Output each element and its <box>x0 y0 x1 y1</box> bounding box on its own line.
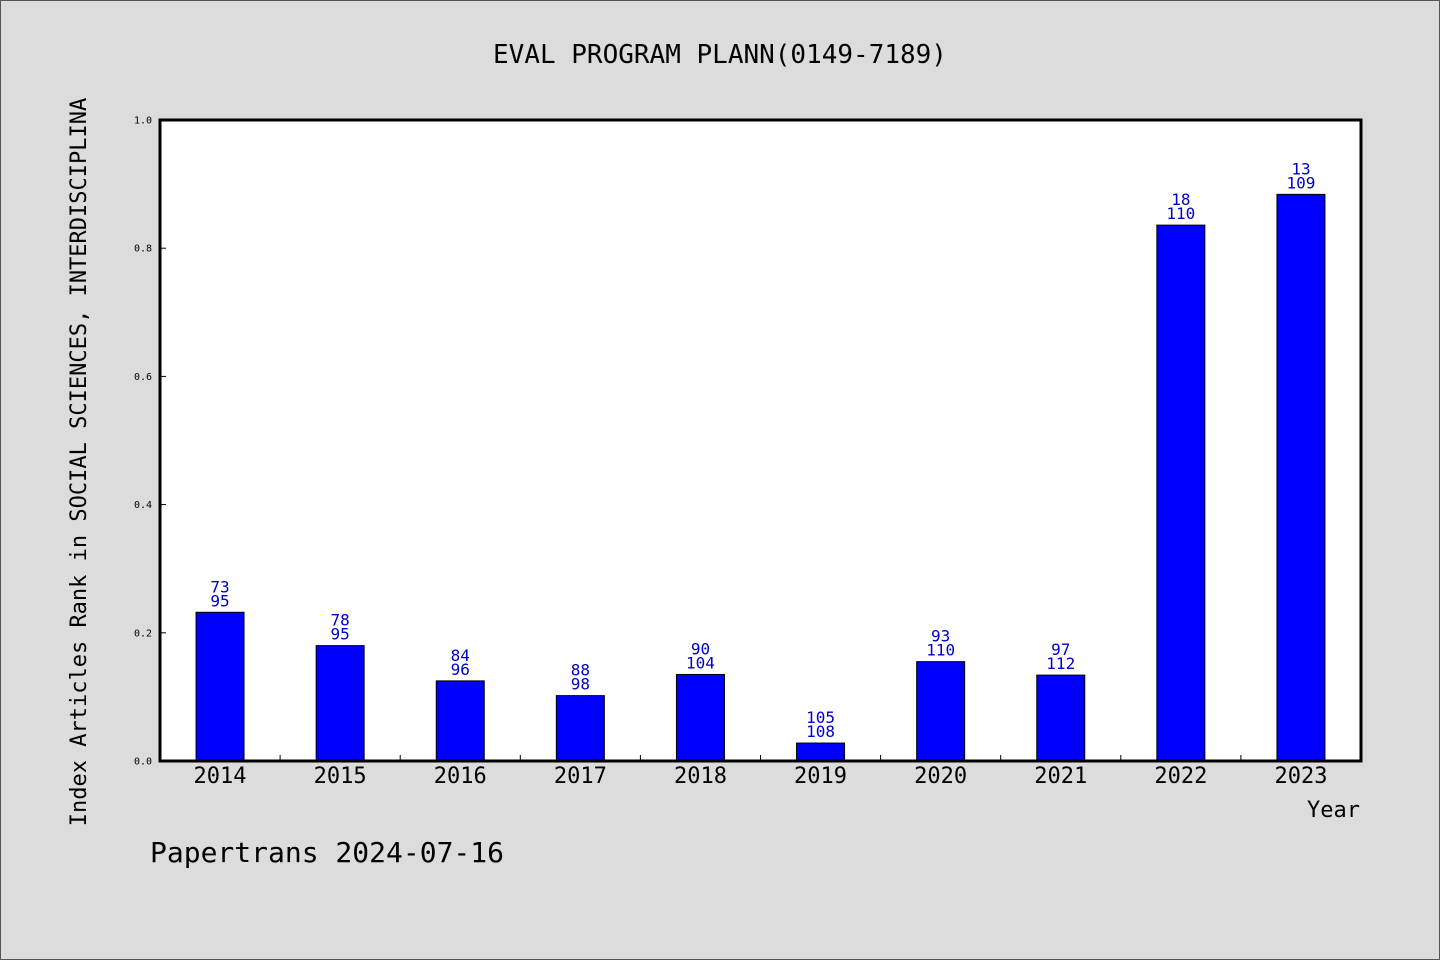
y-tick-label: 0.4 <box>134 500 152 511</box>
x-tick-label: 2016 <box>434 764 487 789</box>
bar <box>1036 674 1086 762</box>
bar <box>796 742 846 762</box>
x-tick-label: 2021 <box>1034 764 1087 789</box>
bar-rank-label: 88 <box>571 661 590 680</box>
bar <box>916 661 966 762</box>
x-tick-label: 2017 <box>554 764 607 789</box>
bar-rank-label: 93 <box>931 627 950 646</box>
bar <box>315 645 365 762</box>
x-tick-label: 2014 <box>194 764 247 789</box>
x-tick-label: 2019 <box>794 764 847 789</box>
x-axis-label: Year <box>1307 798 1360 823</box>
bar-total-label: 104 <box>686 653 715 672</box>
bar-total-label: 110 <box>926 641 955 660</box>
bar-total-label: 108 <box>806 722 835 741</box>
chart-title: EVAL PROGRAM PLANN(0149-7189) <box>493 40 947 70</box>
bar <box>435 680 485 762</box>
bar-rank-label: 97 <box>1051 640 1070 659</box>
x-tick-label: 2022 <box>1154 764 1207 789</box>
bar <box>555 695 605 762</box>
y-tick-label: 0.2 <box>134 628 152 639</box>
y-tick-label: 1.0 <box>134 116 152 127</box>
bar <box>675 673 725 762</box>
bar-total-label: 110 <box>1166 204 1195 223</box>
bar-rank-label: 78 <box>331 611 350 630</box>
y-tick-label: 0.8 <box>134 244 152 255</box>
bar <box>1156 224 1206 762</box>
x-tick-label: 2018 <box>674 764 727 789</box>
bar <box>1276 193 1326 762</box>
bar-rank-label: 73 <box>210 577 229 596</box>
bar-rank-label: 105 <box>806 708 835 727</box>
y-tick-label: 0.6 <box>134 372 152 383</box>
bar-total-label: 96 <box>451 660 470 679</box>
bar <box>195 611 245 762</box>
footer-text: Papertrans 2024-07-16 <box>150 836 504 869</box>
x-tick-label: 2015 <box>314 764 367 789</box>
bar-total-label: 109 <box>1286 173 1315 192</box>
ticks-group: 0.0 0.2 0.4 0.6 0.8 1.0 2014 2015 2016 2017 2018 20… <box>134 116 1328 790</box>
bar-rank-label: 90 <box>691 639 710 658</box>
bar-total-label: 112 <box>1046 654 1075 673</box>
bar-total-label: 95 <box>331 625 350 644</box>
y-tick-label: 0.0 <box>134 757 152 768</box>
bar-rank-label: 13 <box>1291 159 1310 178</box>
x-tick-label: 2020 <box>914 764 967 789</box>
bar-rank-label: 84 <box>451 646 470 665</box>
y-axis-label: Index Articles Rank in SOCIAL SCIENCES, … <box>67 98 92 826</box>
x-tick-label: 2023 <box>1274 764 1327 789</box>
bar-rank-label: 18 <box>1171 190 1190 209</box>
bar-total-label: 98 <box>571 675 590 694</box>
bar-total-label: 95 <box>210 591 229 610</box>
plot-border <box>158 118 1363 763</box>
